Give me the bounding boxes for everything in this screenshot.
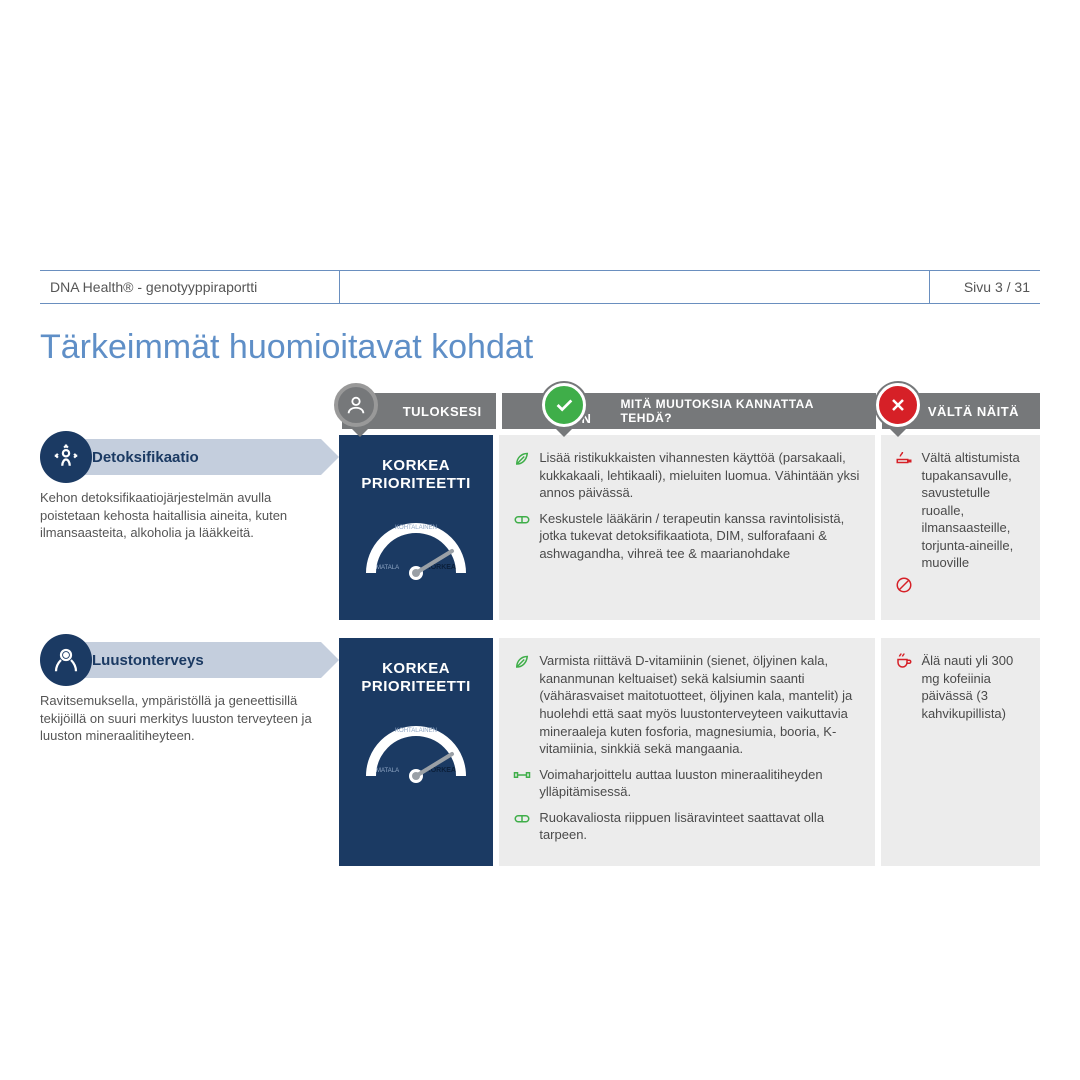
topic-name: Luustonterveys bbox=[74, 642, 321, 678]
do-text: Lisää ristikukkaisten vihannesten käyttö… bbox=[539, 449, 861, 502]
report-header: DNA Health® - genotyyppiraportti Sivu 3 … bbox=[40, 270, 1040, 304]
topic-desc: Ravitsemuksella, ympäristöllä ja geneett… bbox=[40, 692, 321, 745]
page-number: Sivu 3 / 31 bbox=[930, 271, 1040, 303]
do-card: Lisää ristikukkaisten vihannesten käyttö… bbox=[499, 435, 875, 620]
col-do-right: MITÄ MUUTOKSIA KANNATTAA TEHDÄ? bbox=[620, 397, 861, 425]
page-title: Tärkeimmät huomioitavat kohdat bbox=[40, 328, 1040, 367]
avoid-item: Vältä altistumista tupakansavulle, savus… bbox=[895, 449, 1026, 572]
priority-label: KORKEAPRIORITEETTI bbox=[361, 457, 470, 493]
smoke-icon bbox=[895, 449, 913, 572]
pill-icon bbox=[513, 809, 531, 844]
ban-icon bbox=[895, 576, 913, 599]
report-title: DNA Health® - genotyyppiraportti bbox=[40, 271, 340, 303]
avoid-card: Älä nauti yli 300 mg kofeiinia päivässä … bbox=[881, 638, 1040, 865]
col-results-label: TULOKSESI bbox=[403, 404, 482, 419]
priority-row: Detoksifikaatio Kehon detoksifikaatiojär… bbox=[40, 435, 1040, 620]
topic-block: Detoksifikaatio Kehon detoksifikaatiojär… bbox=[40, 435, 333, 620]
avoid-item: Älä nauti yli 300 mg kofeiinia päivässä … bbox=[895, 652, 1026, 722]
do-text: Varmista riittävä D-vitamiinin (sienet, … bbox=[539, 652, 861, 757]
topic-icon bbox=[40, 634, 92, 686]
avoid-text: Älä nauti yli 300 mg kofeiinia päivässä … bbox=[921, 652, 1026, 722]
result-card: KORKEAPRIORITEETTI MATALA KOHTALAINEN KO… bbox=[339, 638, 493, 865]
col-results: TULOKSESI bbox=[342, 393, 496, 429]
priority-label: KORKEAPRIORITEETTI bbox=[361, 660, 470, 696]
do-text: Keskustele lääkärin / terapeutin kanssa … bbox=[539, 510, 861, 563]
avoid-card: Vältä altistumista tupakansavulle, savus… bbox=[881, 435, 1040, 620]
topic-block: Luustonterveys Ravitsemuksella, ympärist… bbox=[40, 638, 333, 865]
svg-text:KOHTALAINEN: KOHTALAINEN bbox=[395, 525, 437, 531]
topic-desc: Kehon detoksifikaatiojärjestelmän avulla… bbox=[40, 489, 321, 542]
header-spacer bbox=[340, 271, 930, 303]
leaf-icon bbox=[513, 449, 531, 502]
do-item: Voimaharjoittelu auttaa luuston mineraal… bbox=[513, 766, 861, 801]
avoid-item bbox=[895, 576, 1026, 599]
do-text: Voimaharjoittelu auttaa luuston mineraal… bbox=[539, 766, 861, 801]
dumbbell-icon bbox=[513, 766, 531, 801]
results-icon bbox=[334, 383, 378, 427]
priority-row: Luustonterveys Ravitsemuksella, ympärist… bbox=[40, 638, 1040, 865]
col-do: TEE NÄIN MITÄ MUUTOKSIA KANNATTAA TEHDÄ? bbox=[502, 393, 876, 429]
col-avoid: VÄLTÄ NÄITÄ bbox=[882, 393, 1040, 429]
avoid-text: Vältä altistumista tupakansavulle, savus… bbox=[921, 449, 1026, 572]
result-card: KORKEAPRIORITEETTI MATALA KOHTALAINEN KO… bbox=[339, 435, 493, 620]
col-avoid-label: VÄLTÄ NÄITÄ bbox=[928, 404, 1019, 419]
leaf-icon bbox=[513, 652, 531, 757]
check-icon bbox=[542, 383, 586, 427]
topic-name: Detoksifikaatio bbox=[74, 439, 321, 475]
pill-icon bbox=[513, 510, 531, 563]
svg-text:MATALA: MATALA bbox=[376, 565, 399, 571]
cross-icon bbox=[876, 383, 920, 427]
topic-icon bbox=[40, 431, 92, 483]
do-item: Varmista riittävä D-vitamiinin (sienet, … bbox=[513, 652, 861, 757]
svg-text:MATALA: MATALA bbox=[376, 768, 399, 774]
do-item: Ruokavaliosta riippuen lisäravinteet saa… bbox=[513, 809, 861, 844]
do-text: Ruokavaliosta riippuen lisäravinteet saa… bbox=[539, 809, 861, 844]
cup-icon bbox=[895, 652, 913, 722]
do-item: Keskustele lääkärin / terapeutin kanssa … bbox=[513, 510, 861, 563]
svg-text:KOHTALAINEN: KOHTALAINEN bbox=[395, 728, 437, 734]
do-item: Lisää ristikukkaisten vihannesten käyttö… bbox=[513, 449, 861, 502]
column-headers: TULOKSESI TEE NÄIN MITÄ MUUTOKSIA KANNAT… bbox=[342, 393, 1040, 429]
do-card: Varmista riittävä D-vitamiinin (sienet, … bbox=[499, 638, 875, 865]
